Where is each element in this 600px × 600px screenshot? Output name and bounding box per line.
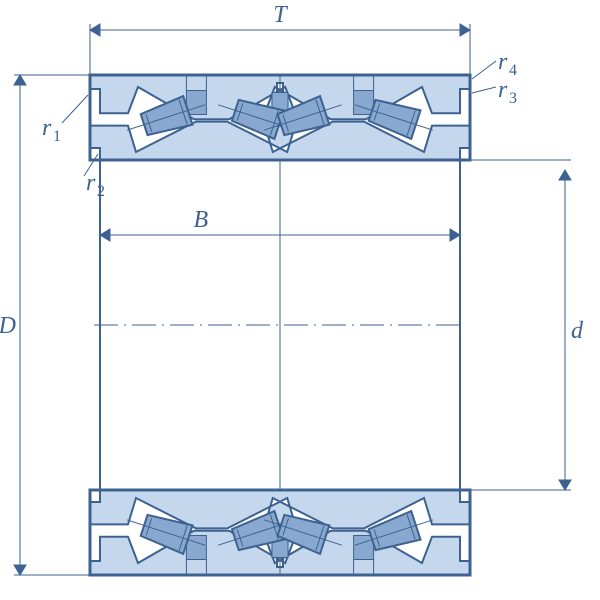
svg-text:r: r xyxy=(42,115,52,141)
svg-text:r: r xyxy=(86,170,96,196)
bearing-bottom-half xyxy=(90,490,470,575)
label-T: T xyxy=(273,2,288,28)
svg-text:r: r xyxy=(498,49,508,75)
bearing-top-half xyxy=(90,75,470,160)
label-r1: r1 xyxy=(42,115,61,145)
svg-text:3: 3 xyxy=(509,90,517,107)
svg-text:r: r xyxy=(498,77,508,103)
label-r3: r3 xyxy=(498,77,517,107)
svg-text:4: 4 xyxy=(509,62,517,79)
label-r2: r2 xyxy=(86,170,105,200)
label-B: B xyxy=(193,207,208,233)
label-D: D xyxy=(0,313,16,339)
label-r4: r4 xyxy=(498,49,517,79)
svg-text:1: 1 xyxy=(53,128,61,145)
label-d: d xyxy=(571,318,584,344)
svg-text:2: 2 xyxy=(97,183,105,200)
